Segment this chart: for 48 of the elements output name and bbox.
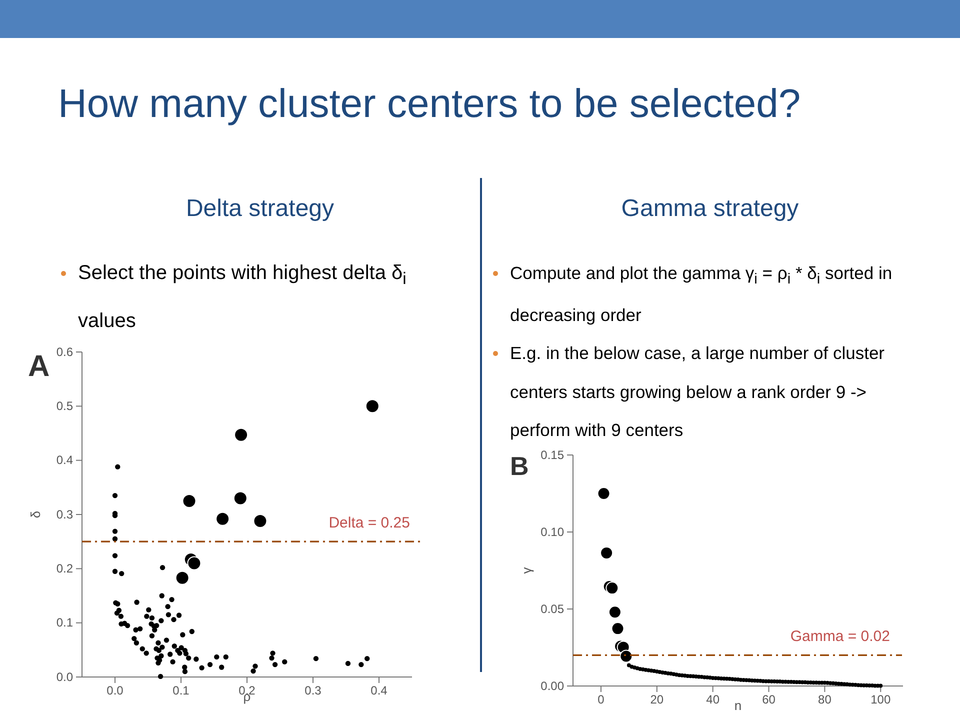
x-tick-label: 100 xyxy=(870,692,891,707)
y-tick-label: 0.3 xyxy=(56,507,74,522)
y-axis-title: δ xyxy=(28,510,43,518)
ref-line-label: Delta = 0.25 xyxy=(328,514,410,532)
text: Compute and plot the gamma γ$_{i}$ = ρ$_{i}$ * δ$_{i}$ sorted in decreasing order xyxy=(510,263,892,325)
text: B xyxy=(510,451,529,481)
x-tick-label: 80 xyxy=(818,692,832,707)
ref-line-label: Gamma = 0.02 xyxy=(790,628,890,646)
y-tick-label: 0.4 xyxy=(56,453,74,468)
x-tick-label: 20 xyxy=(650,692,664,707)
point xyxy=(600,546,614,560)
point xyxy=(597,487,610,500)
point xyxy=(233,491,248,506)
y-tick-label: 0.1 xyxy=(56,616,74,630)
chart-title: How many cluster centers to be selected? xyxy=(58,82,801,127)
point xyxy=(365,399,380,414)
x-tick-label: 40 xyxy=(706,692,720,707)
text: Select the points with highest delta δ$_{i}$ values xyxy=(78,262,406,332)
point xyxy=(234,428,248,442)
y-tick-label: 0.0 xyxy=(56,670,74,684)
y-tick-label: 0.00 xyxy=(540,678,564,693)
point xyxy=(182,494,196,508)
y-tick-label: 0.6 xyxy=(56,344,74,359)
point xyxy=(175,570,190,585)
chart-subtitle: Delta strategy xyxy=(184,195,336,223)
point xyxy=(253,514,268,528)
y-tick-label: 0.5 xyxy=(56,399,74,414)
x-tick-label: 0.1 xyxy=(172,684,190,698)
point xyxy=(187,556,202,570)
text: A xyxy=(28,350,50,383)
chart-subtitle: Gamma strategy xyxy=(620,195,800,223)
x-tick-label: 0 xyxy=(598,692,605,707)
point xyxy=(606,582,619,595)
point xyxy=(611,622,624,636)
y-tick-label: 0.15 xyxy=(540,448,564,462)
point xyxy=(608,606,622,619)
x-tick-label: 60 xyxy=(762,692,776,707)
y-tick-label: 0.10 xyxy=(540,524,564,539)
y-axis-title: γ xyxy=(519,566,534,574)
x-tick-label: 0.0 xyxy=(106,684,124,698)
point xyxy=(620,650,633,663)
x-tick-label: 0.3 xyxy=(304,684,322,698)
x-axis-title: n xyxy=(734,698,742,713)
y-tick-label: 0.2 xyxy=(56,562,74,576)
text: E.g. in the below case, a large number of cluster centers starts growing below a rank order 9 -> perform with 9 centers xyxy=(510,342,886,442)
point xyxy=(216,512,230,526)
y-tick-label: 0.05 xyxy=(540,602,564,616)
x-tick-label: 0.4 xyxy=(370,684,388,698)
